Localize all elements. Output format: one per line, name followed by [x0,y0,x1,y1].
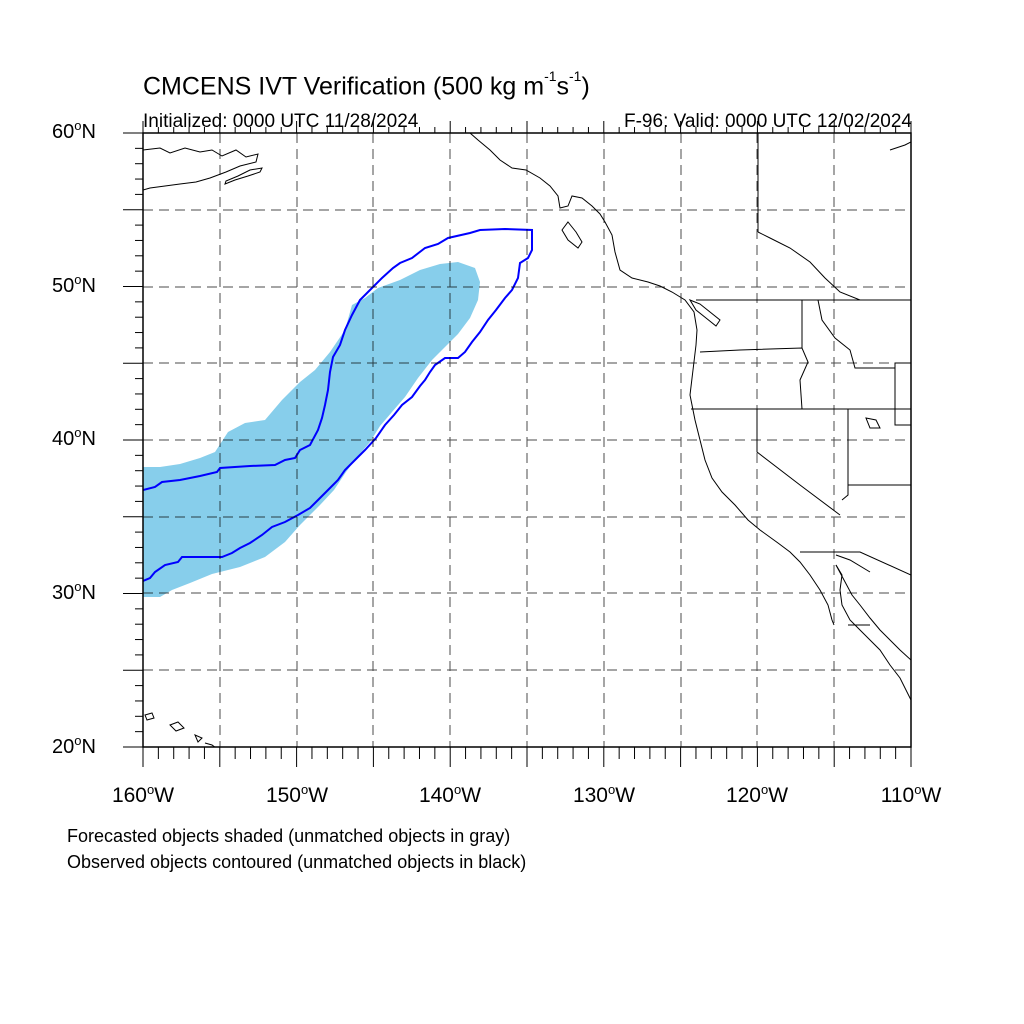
lon-label-150w: 150oW [265,782,329,807]
coastlines [143,133,911,747]
lon-label-120w: 120oW [725,782,789,807]
lat-label-40: 40oN [52,425,96,450]
political-boundaries [691,133,911,626]
lat-label-60: 60oN [52,118,96,143]
lon-label-130w: 130oW [572,782,636,807]
forecast-object [143,262,480,597]
observed-note: Observed objects contoured (unmatched ob… [67,852,527,872]
axis-ticks [123,121,912,767]
lat-label-30: 30oN [52,579,96,604]
grid-lines [143,133,911,747]
lon-label-140w: 140oW [418,782,482,807]
valid-time: F-96: Valid: 0000 UTC 12/02/2024 [624,111,912,132]
lon-label-110w: 110oW [880,782,942,807]
lat-label-20: 20oN [52,733,96,758]
initialized-time: Initialized: 0000 UTC 11/28/2024 [143,111,419,132]
lat-label-50: 50oN [52,272,96,297]
forecast-note: Forecasted objects shaded (unmatched obj… [67,826,511,846]
observed-object-contour [143,227,533,582]
lon-label-160w: 160oW [111,782,175,807]
plot-title: CMCENS IVT Verification (500 kg m-1s-1) [143,68,590,101]
